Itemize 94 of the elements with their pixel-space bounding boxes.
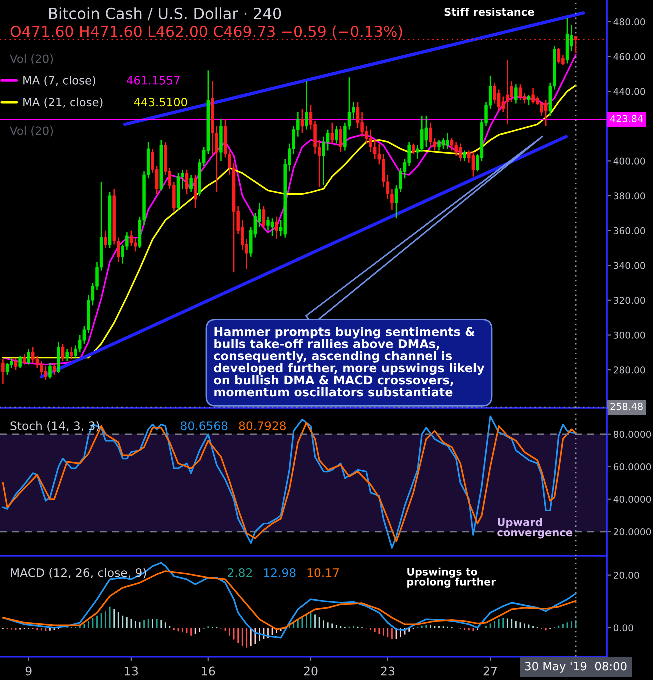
annotation: Upswings to prolong further — [408, 568, 496, 588]
candlestick — [40, 360, 44, 376]
line-series — [2, 562, 577, 639]
candlestick — [48, 362, 52, 380]
x-tick-label: 27 — [484, 666, 498, 676]
candlestick — [442, 138, 446, 150]
annotation: 461.1557 — [127, 76, 180, 85]
x-tick-label: 20 — [304, 666, 318, 676]
y-tick-label: 300.00 — [614, 332, 646, 339]
candlestick — [339, 126, 343, 154]
annotation: Vol (20) — [10, 126, 54, 137]
y-tick-label: 280.00 — [614, 366, 646, 374]
annotation: 2.82 — [228, 568, 252, 578]
y-tick-label: 360.00 — [614, 227, 646, 234]
candlestick — [194, 174, 198, 209]
annotation: Hammer prompts buying sentiments & bulls take-off rallies above DMAs, consequently, ascending channel is developed further, more upswings likely on bullish DMA & MACD crossovers, momentum oscillators substantiate — [214, 327, 485, 397]
candlestick — [518, 84, 522, 101]
y-tick-label: 60.0000 — [614, 464, 652, 471]
candlestick — [335, 126, 338, 144]
candlestick — [130, 230, 134, 248]
y-tick-label: 0.00 — [614, 624, 634, 632]
candlestick — [27, 348, 30, 366]
candlestick — [438, 140, 441, 152]
candlestick — [104, 230, 108, 249]
candlestick — [266, 216, 270, 232]
y-tick-label: 340.00 — [614, 262, 646, 270]
ref-line-label: 423.84 — [610, 115, 644, 122]
candlestick — [412, 143, 416, 155]
candlestick — [66, 348, 69, 362]
candlestick — [330, 122, 334, 144]
y-tick-label: 400.00 — [614, 158, 646, 165]
legend-label: MA (7, close) — [24, 76, 96, 86]
candlestick — [10, 357, 14, 369]
candlestick — [557, 47, 561, 64]
candlestick — [18, 356, 22, 369]
annotation: 443.5100 — [134, 98, 188, 107]
candlestick — [134, 237, 138, 252]
annotation: Upward convergence — [498, 518, 573, 539]
candlestick — [446, 132, 450, 150]
candlestick — [450, 138, 454, 152]
candlestick — [305, 80, 308, 130]
candlestick — [364, 126, 368, 144]
candlestick — [70, 346, 74, 360]
x-tick-label: 23 — [381, 666, 395, 676]
y-tick-label: 20.0000 — [614, 528, 652, 536]
candlestick — [493, 82, 496, 104]
y-tick-label: 20.00 — [614, 572, 640, 579]
y-tick-label: 40.0000 — [614, 496, 652, 504]
candlestick — [32, 346, 35, 364]
candlestick — [429, 122, 432, 148]
candlestick — [300, 108, 304, 134]
annotation: 80.7928 — [239, 422, 286, 430]
candlestick — [52, 362, 56, 376]
candlestick — [497, 89, 501, 112]
candlestick — [36, 356, 40, 369]
candlestick — [322, 136, 326, 186]
y-tick-label: 80.0000 — [614, 431, 652, 438]
x-tick-label: 9 — [26, 666, 32, 676]
y-tick-label: 380.00 — [614, 192, 646, 200]
y-tick-label: 460.00 — [614, 53, 646, 60]
ref-line-label: 258.48 — [610, 403, 643, 410]
candlestick — [424, 115, 428, 148]
candlestick — [44, 366, 48, 382]
candlestick — [190, 174, 193, 194]
candlestick — [22, 354, 26, 366]
candlestick — [510, 80, 514, 103]
candlestick — [514, 84, 518, 104]
annotation: 80.6568 — [181, 422, 228, 430]
x-tick-label: 16 — [202, 666, 216, 676]
candlestick — [185, 169, 189, 195]
candlestick — [532, 87, 535, 104]
candlestick — [2, 358, 5, 385]
candlestick — [472, 152, 476, 178]
annotation: Vol (20) — [10, 54, 54, 65]
candlestick — [6, 362, 10, 376]
y-tick-label: 320.00 — [614, 297, 646, 304]
candlestick — [262, 206, 266, 230]
candlestick — [270, 218, 274, 237]
candlestick — [527, 94, 531, 106]
legend-label: MA (21, close) — [24, 98, 103, 108]
annotation: 12.98 — [264, 568, 296, 578]
x-tick-label: 13 — [125, 666, 138, 676]
ref-line-label: 30 May '19 08:00 — [525, 662, 627, 673]
candlestick — [463, 150, 466, 162]
candlestick — [356, 101, 360, 129]
candlestick — [14, 357, 18, 371]
chart-title: Bitcoin Cash / U.S. Dollar · 240 — [50, 8, 282, 21]
y-tick-label: 440.00 — [614, 88, 646, 96]
annotation: 10.17 — [308, 568, 339, 578]
y-tick-label: 480.00 — [614, 18, 646, 26]
candlestick — [61, 343, 65, 362]
annotation: Stiff resistance — [444, 8, 534, 16]
text: O471.60 H471.60 L462.00 C469.73 −0.59 (−0.13%) — [10, 26, 402, 40]
candlestick — [275, 216, 278, 240]
